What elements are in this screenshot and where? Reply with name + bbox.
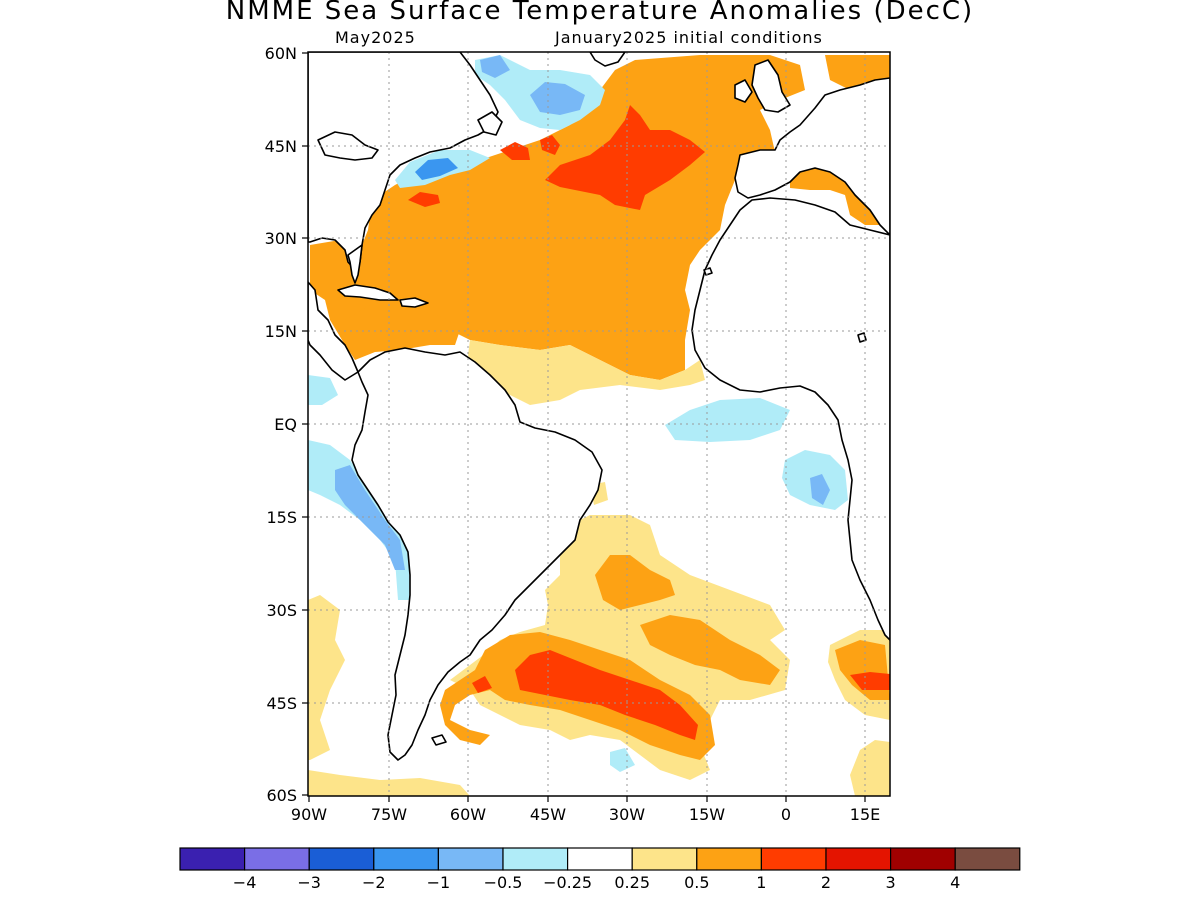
colorbar-swatch: [760, 847, 827, 871]
lat-label-15s: 15S: [266, 508, 297, 527]
lat-label-60n: 60N: [265, 44, 297, 63]
africa-land: [691, 197, 890, 641]
north-america-land: [308, 52, 499, 271]
colorbar-label: −2: [362, 873, 386, 892]
falkland-islands: [431, 734, 447, 746]
colorbar-label: −3: [297, 873, 321, 892]
agulhas-strong-warm: [850, 672, 890, 690]
initial-conditions: January2025 initial conditions: [555, 28, 823, 47]
lon-label-60w: 60W: [450, 805, 486, 824]
colorbar-swatch: [825, 847, 892, 871]
gulf-stream-warm-spot: [408, 192, 440, 207]
lat-label-30n: 30N: [265, 229, 297, 248]
lon-label-75w: 75W: [371, 805, 407, 824]
colorbar-swatch: [954, 847, 1021, 871]
great-britain-island: [751, 59, 791, 113]
colorbar-swatch: [566, 847, 633, 871]
greenland-land: [589, 52, 626, 67]
colorbar-swatch: [631, 847, 698, 871]
caribbean-warm: [345, 305, 460, 360]
newfoundland-island: [477, 111, 503, 136]
lat-label-30s: 30S: [266, 601, 297, 620]
forecast-month: May2025: [335, 28, 416, 47]
map-title: NMME Sea Surface Temperature Anomalies (…: [225, 0, 975, 26]
colorbar-swatch: [889, 847, 956, 871]
lon-label-30w: 30W: [609, 805, 645, 824]
colorbar-swatch: [179, 847, 246, 871]
colorbar-label: 0.5: [684, 873, 709, 892]
colorbar-swatch: [373, 847, 439, 871]
southern-ocean-weak-warm: [308, 595, 345, 760]
colorbar-label: −0.5: [484, 873, 523, 892]
colorbar-label: 1: [756, 873, 766, 892]
lat-label-45n: 45N: [265, 137, 297, 156]
canary-islands: [703, 267, 713, 276]
gulf-of-guinea-cold: [665, 398, 790, 442]
colorbar-label: −0.25: [543, 873, 592, 892]
colorbar-label: 3: [886, 873, 896, 892]
colorbar-swatch: [308, 847, 375, 871]
colorbar-label: −4: [233, 873, 257, 892]
central-atlantic-strong-warm: [545, 105, 705, 210]
hispaniola-island: [399, 297, 429, 308]
labrador-cold-core: [530, 82, 585, 115]
southern-ocean-warm-east: [850, 740, 890, 796]
cuba-island: [337, 284, 399, 301]
gridlines: [308, 52, 890, 796]
colorbar-swatch: [696, 847, 762, 871]
south-atlantic-warm-central: [640, 615, 780, 685]
great-lakes: [317, 131, 379, 161]
colorbar-label: 4: [950, 873, 960, 892]
south-atlantic-strong-warm: [515, 650, 698, 740]
lat-label-45s: 45S: [266, 694, 297, 713]
lon-label-15e: 15E: [850, 805, 880, 824]
cape-verde-islands: [857, 332, 867, 343]
lat-label-60s: 60S: [266, 786, 297, 805]
tick-marks: [302, 52, 866, 802]
colorbar-swatch: [244, 847, 310, 871]
ireland-island: [734, 79, 753, 103]
colorbar-swatch: [437, 847, 504, 871]
south-atlantic-warm-north: [595, 555, 675, 610]
colorbar-legend: −4 −3 −2 −1 −0.5 −0.25 0.25 0.5 1 2 3 4: [179, 847, 1021, 892]
colorbar-label: 2: [821, 873, 831, 892]
labrador-warm-spot: [540, 135, 560, 155]
lat-label-eq: EQ: [274, 415, 297, 434]
tropical-weak-warm-region: [468, 340, 705, 405]
lat-label-15n: 15N: [265, 322, 297, 341]
labrador-north-cold: [480, 55, 510, 78]
latitude-labels: 60N 45N 30N 15N EQ 15S 30S 45S 60S: [265, 44, 297, 805]
longitude-labels: 90W 75W 60W 45W 30W 15W 0 15E: [291, 805, 880, 824]
colorbar-swatch: [502, 847, 569, 871]
lon-label-45w: 45W: [530, 805, 566, 824]
south-america-land: [351, 347, 603, 761]
lon-label-0: 0: [781, 805, 791, 824]
colorbar-label: 0.25: [614, 873, 650, 892]
lon-label-15w: 15W: [689, 805, 725, 824]
europe-land: [734, 77, 890, 236]
angola-cold-core: [810, 474, 830, 505]
pacific-equator-cold: [308, 375, 338, 405]
eastern-pacific-weak-cold: [308, 440, 410, 600]
southwest-atlantic-warm-spot: [472, 676, 492, 693]
colorbar-label: −1: [427, 873, 451, 892]
southern-ocean-weak-warm-south: [308, 770, 470, 796]
southern-ocean-cold-spot: [610, 748, 635, 772]
gulf-of-maine-cold-core: [415, 158, 458, 180]
mediterranean-warm: [790, 155, 890, 225]
florida-peninsula: [347, 244, 363, 284]
lon-label-90w: 90W: [291, 805, 327, 824]
land-masses: [308, 52, 890, 761]
